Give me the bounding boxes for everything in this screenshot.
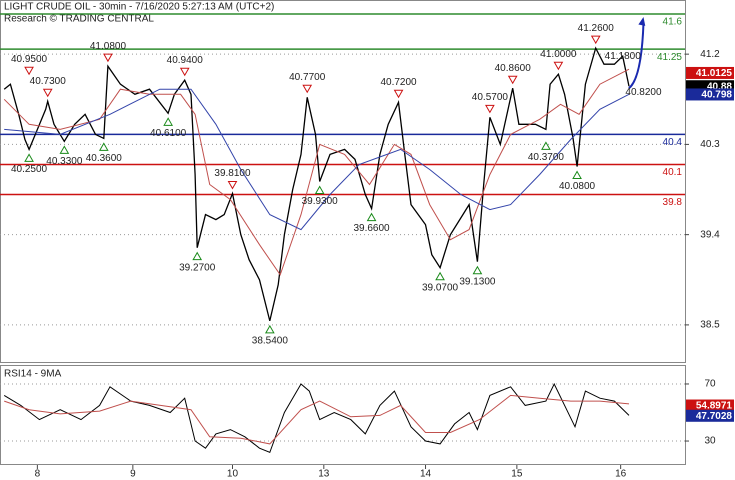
- rsi-title: RSI14 - 9MA: [4, 369, 62, 380]
- y-tick-label: 39.4: [700, 229, 720, 240]
- high-marker: [553, 61, 564, 71]
- low-marker: [314, 185, 325, 195]
- target-label: 41.1800: [605, 51, 642, 62]
- low-label: 39.2700: [179, 262, 216, 273]
- low-marker: [435, 271, 445, 281]
- high-marker: [393, 89, 404, 99]
- high-label: 40.9500: [11, 54, 48, 65]
- x-tick-label: 15: [511, 469, 523, 480]
- high-marker: [507, 75, 518, 85]
- low-marker: [98, 142, 109, 151]
- level-label: 40.4: [663, 137, 683, 148]
- high-label: 41.0000: [540, 49, 577, 60]
- low-marker: [472, 265, 483, 275]
- x-tick-label: 8: [35, 469, 41, 480]
- low-marker: [366, 212, 377, 222]
- x-tick-label: 10: [227, 469, 239, 480]
- badge-label: 40.88: [707, 81, 732, 92]
- chart-subtitle: Research © TRADING CENTRAL: [4, 14, 154, 25]
- high-marker: [302, 84, 313, 94]
- price-line: [3, 46, 630, 322]
- low-marker: [572, 170, 582, 179]
- low-label: 40.6100: [150, 128, 187, 139]
- arrow-head: [638, 17, 646, 26]
- badge-label: 40.798: [701, 90, 732, 101]
- y-tick-label: 41.2: [700, 49, 720, 60]
- x-tick-label: 9: [130, 469, 136, 480]
- x-tick-label: 13: [318, 469, 330, 480]
- price-badge: [686, 66, 734, 79]
- moving-average: [4, 88, 630, 231]
- y-tick-label: 70: [704, 379, 716, 390]
- low-label: 39.9300: [302, 196, 339, 207]
- badge-label: 54.8971: [696, 401, 733, 412]
- high-label: 40.5700: [472, 92, 509, 103]
- low-marker: [59, 145, 70, 154]
- low-label: 40.3600: [86, 153, 123, 164]
- level-label: 39.8: [663, 197, 683, 208]
- high-label: 40.9400: [167, 55, 204, 66]
- level-label: 41.25: [657, 52, 682, 63]
- y-tick-label: 30: [704, 436, 716, 447]
- y-tick-label: 38.5: [700, 320, 720, 331]
- high-marker: [103, 53, 113, 63]
- level-label: 41.6: [663, 17, 683, 28]
- badge-label: 47.7028: [696, 411, 733, 422]
- target-label: 40.8200: [625, 87, 662, 98]
- high-marker: [24, 66, 34, 76]
- price-badge: [686, 409, 734, 422]
- low-marker: [163, 117, 173, 126]
- badge-label: 41.0125: [696, 68, 733, 79]
- rsi-frame: [0, 365, 686, 465]
- high-label: 40.7200: [380, 77, 417, 88]
- high-label: 40.8600: [495, 63, 532, 74]
- low-label: 40.3700: [528, 152, 565, 163]
- price-badge: [686, 88, 734, 101]
- low-label: 39.0700: [422, 282, 459, 293]
- projection-arrow: [628, 23, 645, 90]
- low-label: 38.5400: [252, 336, 289, 347]
- moving-average: [4, 394, 630, 445]
- chart-title: LIGHT CRUDE OIL - 30min - 7/16/2020 5:27…: [4, 2, 274, 13]
- low-label: 40.3300: [46, 156, 83, 167]
- high-marker: [590, 35, 601, 45]
- y-tick-label: 40.3: [700, 139, 720, 150]
- price-badge: [686, 399, 734, 412]
- low-marker: [24, 153, 34, 162]
- low-marker: [541, 141, 551, 150]
- high-label: 41.0800: [90, 41, 127, 52]
- level-label: 40.1: [663, 167, 683, 178]
- low-label: 39.6600: [353, 223, 390, 234]
- high-marker: [42, 88, 53, 98]
- high-marker: [179, 67, 190, 77]
- high-label: 40.7700: [289, 72, 326, 83]
- low-marker: [192, 251, 203, 261]
- high-marker: [227, 181, 238, 190]
- high-label: 40.7300: [30, 76, 67, 87]
- high-label: 41.2600: [578, 23, 615, 34]
- low-label: 40.0800: [559, 181, 596, 192]
- moving-average: [3, 68, 630, 276]
- low-marker: [264, 324, 275, 334]
- low-label: 40.2500: [11, 164, 48, 175]
- high-marker: [485, 104, 495, 114]
- x-tick-label: 14: [420, 469, 432, 480]
- low-label: 39.1300: [459, 276, 496, 287]
- main-frame: [0, 0, 686, 363]
- high-label: 39.8100: [214, 168, 251, 179]
- x-tick-label: 16: [615, 469, 627, 480]
